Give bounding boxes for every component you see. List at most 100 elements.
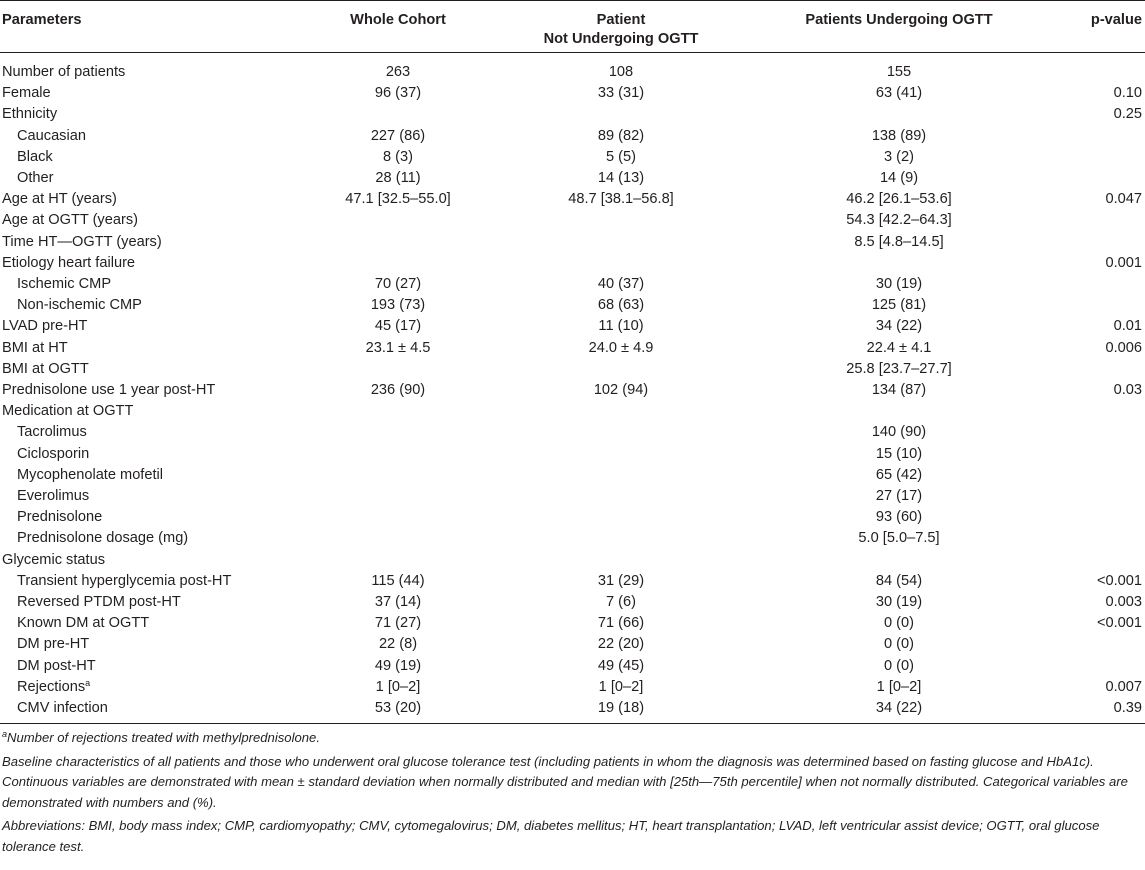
cell-whole-cohort: 28 (11) bbox=[375, 170, 421, 187]
row-label: Ciclosporin bbox=[0, 444, 300, 465]
row-label: Prednisolone bbox=[0, 507, 300, 528]
cell-not-undergoing-ogtt: 22 (20) bbox=[597, 636, 645, 653]
cell-p-value: 0.03 bbox=[1113, 382, 1142, 399]
table-row: Everolimus 27 (17) bbox=[0, 486, 1145, 507]
cell-whole-cohort: 71 (27) bbox=[374, 615, 422, 632]
cell-undergoing-ogtt: 0 (0) bbox=[883, 657, 914, 674]
row-label-text: Ciclosporin bbox=[17, 445, 90, 462]
row-label: Non-ischemic CMP bbox=[0, 295, 300, 316]
cell-whole-cohort: 23.1 ± 4.5 bbox=[365, 339, 431, 356]
cell-not-undergoing-ogtt: 31 (29) bbox=[597, 572, 645, 589]
row-label-text: Prednisolone dosage (mg) bbox=[17, 530, 189, 547]
cell-undergoing-ogtt: 138 (89) bbox=[871, 127, 927, 144]
row-label-text: Everolimus bbox=[17, 488, 90, 505]
cell-whole-cohort: 53 (20) bbox=[300, 698, 496, 725]
cell-undergoing-ogtt: 140 (90) bbox=[871, 424, 927, 441]
cell-p-value bbox=[1052, 465, 1145, 486]
row-label-text: Caucasian bbox=[17, 127, 86, 144]
row-label: BMI at HT bbox=[0, 338, 300, 359]
row-label-text: Known DM at OGTT bbox=[17, 615, 150, 632]
cell-p-value bbox=[1052, 126, 1145, 147]
table-row: BMI at OGTT 25.8 [23.7–27.7] bbox=[0, 359, 1145, 380]
row-label-text: BMI at HT bbox=[2, 339, 68, 356]
cell-whole-cohort: 37 (14) bbox=[374, 594, 422, 611]
cell-undergoing-ogtt: 65 (42) bbox=[875, 466, 923, 483]
cell-whole-cohort: 227 (86) bbox=[370, 127, 426, 144]
cell-p-value bbox=[1052, 274, 1145, 295]
cell-whole-cohort bbox=[300, 210, 496, 231]
table-body: Number of patients 263 108 155 Female 96 (37)… bbox=[0, 53, 1145, 725]
table-row: Time HT—OGTT (years) 8.5 [4.8–14.5] bbox=[0, 232, 1145, 253]
cell-p-value: 0.25 bbox=[1113, 106, 1142, 123]
row-label-text: Black bbox=[17, 148, 53, 165]
row-label: BMI at OGTT bbox=[0, 359, 300, 380]
cell-p-value: 0.10 bbox=[1113, 85, 1142, 102]
cell-p-value: <0.001 bbox=[1096, 615, 1142, 632]
cell-not-undergoing-ogtt: 49 (45) bbox=[597, 657, 645, 674]
table-row: Caucasian 227 (86) 89 (82) 138 (89) bbox=[0, 126, 1145, 147]
cell-p-value bbox=[1052, 359, 1145, 380]
row-label-text: DM post-HT bbox=[17, 657, 96, 674]
cell-whole-cohort bbox=[300, 232, 496, 253]
row-label-text: CMV infection bbox=[17, 700, 108, 717]
cell-undergoing-ogtt: 15 (10) bbox=[875, 445, 923, 462]
row-label-text: Tacrolimus bbox=[17, 424, 87, 441]
table-row: LVAD pre-HT 45 (17) 11 (10) 34 (22) 0.01 bbox=[0, 316, 1145, 337]
cell-not-undergoing-ogtt bbox=[496, 232, 746, 253]
cell-undergoing-ogtt: 134 (87) bbox=[871, 382, 927, 399]
cell-not-undergoing-ogtt bbox=[496, 528, 746, 549]
cell-whole-cohort: 8 (3) bbox=[382, 148, 413, 165]
cell-whole-cohort: 47.1 [32.5–55.0] bbox=[345, 191, 451, 208]
row-label: Reversed PTDM post-HT bbox=[0, 592, 300, 613]
cell-p-value bbox=[1052, 168, 1145, 189]
cell-not-undergoing-ogtt: 14 (13) bbox=[597, 170, 645, 187]
row-label: Transient hyperglycemia post-HT bbox=[0, 571, 300, 592]
cell-not-undergoing-ogtt bbox=[496, 104, 746, 125]
cell-not-undergoing-ogtt: 108 bbox=[608, 64, 634, 80]
cell-not-undergoing-ogtt bbox=[496, 253, 746, 274]
cell-not-undergoing-ogtt: 71 (66) bbox=[597, 615, 645, 632]
cell-undergoing-ogtt: 84 (54) bbox=[875, 572, 923, 589]
cell-not-undergoing-ogtt: 19 (18) bbox=[496, 698, 746, 725]
row-label: Caucasian bbox=[0, 126, 300, 147]
table-row: Age at HT (years) 47.1 [32.5–55.0] 48.7 [3… bbox=[0, 189, 1145, 210]
header-undergoing-ogtt: Patients Undergoing OGTT bbox=[746, 0, 1052, 53]
row-label: LVAD pre-HT bbox=[0, 316, 300, 337]
row-label-text: DM pre-HT bbox=[17, 636, 90, 653]
abbreviations-note: Abbreviations: BMI, body mass index; CMP… bbox=[2, 818, 1100, 854]
row-label: Time HT—OGTT (years) bbox=[0, 232, 300, 253]
footnote: aNumber of rejections treated with methy… bbox=[2, 728, 1139, 749]
cell-p-value: 0.047 bbox=[1105, 191, 1142, 208]
row-label-text: Number of patients bbox=[2, 64, 126, 80]
cell-whole-cohort bbox=[300, 486, 496, 507]
cell-p-value bbox=[1052, 656, 1145, 677]
cell-not-undergoing-ogtt bbox=[496, 444, 746, 465]
cell-undergoing-ogtt: 8.5 [4.8–14.5] bbox=[854, 233, 944, 250]
header-not-ogtt-line1: Patient bbox=[596, 12, 646, 28]
cell-p-value bbox=[1052, 147, 1145, 168]
table-row: Female 96 (37) 33 (31) 63 (41) 0.10 bbox=[0, 83, 1145, 104]
cell-whole-cohort: 22 (8) bbox=[378, 636, 418, 653]
table-row: Prednisolone dosage (mg) 5.0 [5.0–7.5] bbox=[0, 528, 1145, 549]
cell-whole-cohort: 1 [0–2] bbox=[375, 678, 421, 695]
cell-undergoing-ogtt: 22.4 ± 4.1 bbox=[866, 339, 932, 356]
cell-whole-cohort bbox=[300, 444, 496, 465]
cell-whole-cohort bbox=[300, 422, 496, 443]
row-label: Prednisolone use 1 year post-HT bbox=[0, 380, 300, 401]
row-label-text: Age at HT (years) bbox=[2, 191, 117, 208]
cell-p-value: 0.007 bbox=[1105, 678, 1142, 695]
cell-p-value: 0.39 bbox=[1052, 698, 1145, 725]
cell-p-value bbox=[1052, 486, 1145, 507]
table-row: Rejectionsa 1 [0–2] 1 [0–2] 1 [0–2] 0.007 bbox=[0, 677, 1145, 698]
row-label-text: Age at OGTT (years) bbox=[2, 212, 138, 229]
row-label: Everolimus bbox=[0, 486, 300, 507]
row-label-text: Rejections bbox=[17, 678, 86, 695]
cell-undergoing-ogtt bbox=[746, 401, 1052, 422]
table-notes: aNumber of rejections treated with methy… bbox=[0, 724, 1145, 857]
cell-not-undergoing-ogtt: 24.0 ± 4.9 bbox=[588, 339, 654, 356]
table-row: Reversed PTDM post-HT 37 (14) 7 (6) 30 (19)… bbox=[0, 592, 1145, 613]
row-label-text: LVAD pre-HT bbox=[2, 318, 88, 335]
table-row: Known DM at OGTT 71 (27) 71 (66) 0 (0) <0.00… bbox=[0, 613, 1145, 634]
row-label: Glycemic status bbox=[0, 550, 300, 571]
cell-not-undergoing-ogtt bbox=[496, 550, 746, 571]
